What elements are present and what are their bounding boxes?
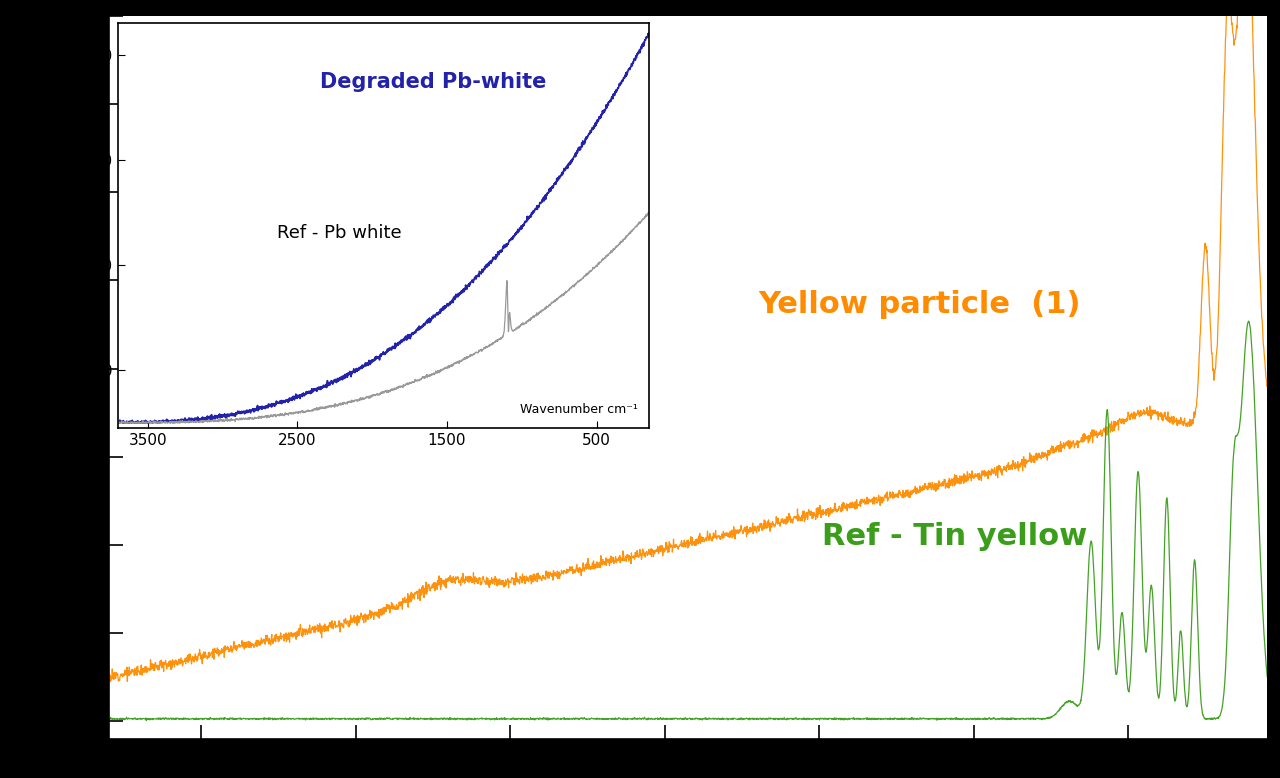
Text: Ref - Pb white: Ref - Pb white	[278, 224, 402, 242]
Text: Yellow particle  (1): Yellow particle (1)	[759, 290, 1080, 320]
Text: Ref - Tin yellow: Ref - Tin yellow	[822, 522, 1087, 551]
Text: Wavenumber cm⁻¹: Wavenumber cm⁻¹	[521, 403, 639, 415]
Text: Degraded Pb-white: Degraded Pb-white	[320, 72, 547, 92]
